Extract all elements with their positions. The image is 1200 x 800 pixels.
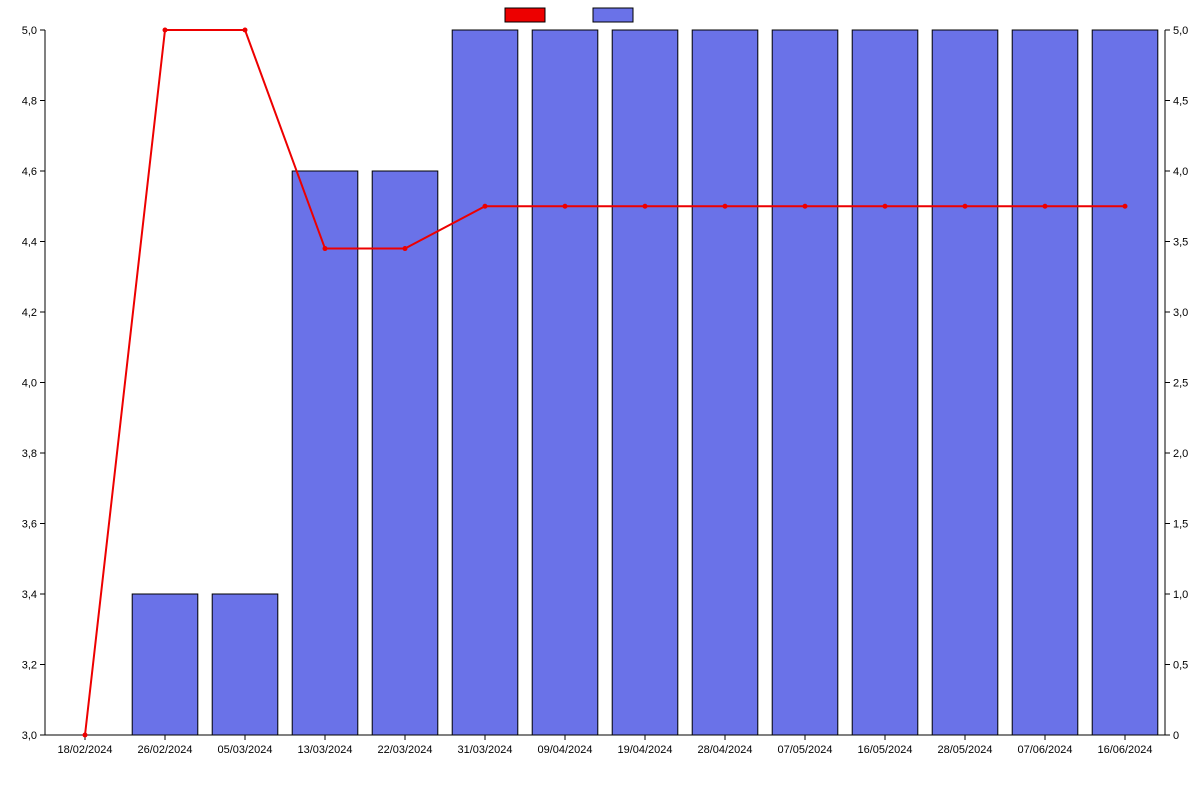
y-right-tick-label: 3,5 xyxy=(1173,237,1188,249)
x-tick-label: 31/03/2024 xyxy=(457,744,512,756)
line-marker xyxy=(723,204,728,209)
line-marker xyxy=(963,204,968,209)
y-left-tick-label: 4,6 xyxy=(22,166,37,178)
line-marker xyxy=(323,246,328,251)
x-tick-label: 09/04/2024 xyxy=(537,744,592,756)
line-marker xyxy=(1043,204,1048,209)
y-right-tick-label: 0,5 xyxy=(1173,660,1188,672)
y-left-tick-label: 5,0 xyxy=(22,25,37,37)
y-left-tick-label: 3,6 xyxy=(22,519,37,531)
x-tick-label: 16/05/2024 xyxy=(857,744,912,756)
line-marker xyxy=(563,204,568,209)
x-tick-label: 07/06/2024 xyxy=(1017,744,1072,756)
x-tick-label: 05/03/2024 xyxy=(217,744,272,756)
y-right-tick-label: 0 xyxy=(1173,730,1179,742)
line-marker xyxy=(1123,204,1128,209)
legend-swatch-bar xyxy=(593,8,633,22)
x-tick-label: 13/03/2024 xyxy=(297,744,352,756)
bar xyxy=(772,30,838,735)
legend-swatch-line xyxy=(505,8,545,22)
bar xyxy=(532,30,598,735)
y-left-tick-label: 3,4 xyxy=(22,589,37,601)
y-left-tick-label: 3,0 xyxy=(22,730,37,742)
x-tick-label: 07/05/2024 xyxy=(777,744,832,756)
line-marker xyxy=(83,733,88,738)
bar xyxy=(132,594,198,735)
bar xyxy=(612,30,678,735)
bar xyxy=(1012,30,1078,735)
x-tick-label: 28/04/2024 xyxy=(697,744,752,756)
y-right-tick-label: 1,5 xyxy=(1173,519,1188,531)
bar xyxy=(452,30,518,735)
line-marker xyxy=(403,246,408,251)
y-left-tick-label: 4,0 xyxy=(22,378,37,390)
x-tick-label: 28/05/2024 xyxy=(937,744,992,756)
line-marker xyxy=(243,28,248,33)
bar xyxy=(212,594,278,735)
bar xyxy=(692,30,758,735)
y-left-tick-label: 4,8 xyxy=(22,96,37,108)
x-tick-label: 18/02/2024 xyxy=(57,744,112,756)
y-left-tick-label: 3,8 xyxy=(22,448,37,460)
bar xyxy=(1092,30,1158,735)
y-left-tick-label: 4,2 xyxy=(22,307,37,319)
chart: 3,0 3,2 3,4 3,6 3,8 4,0 4,2 4,4 4,6 4,8 5,0 0 0,5 1,0… xyxy=(0,0,1200,800)
line-marker xyxy=(163,28,168,33)
y-right-tick-label: 4,0 xyxy=(1173,166,1188,178)
line-marker xyxy=(883,204,888,209)
x-tick-label: 16/06/2024 xyxy=(1097,744,1152,756)
bar xyxy=(372,171,438,735)
line-marker xyxy=(803,204,808,209)
y-right-tick-label: 5,0 xyxy=(1173,25,1188,37)
y-right-tick-label: 2,0 xyxy=(1173,448,1188,460)
bar xyxy=(932,30,998,735)
y-right-tick-label: 3,0 xyxy=(1173,307,1188,319)
bar xyxy=(852,30,918,735)
line-marker xyxy=(483,204,488,209)
chart-svg: 3,0 3,2 3,4 3,6 3,8 4,0 4,2 4,4 4,6 4,8 5,0 0 0,5 1,0… xyxy=(0,0,1200,800)
y-left-tick-label: 3,2 xyxy=(22,660,37,672)
line-marker xyxy=(643,204,648,209)
y-right-tick-label: 1,0 xyxy=(1173,589,1188,601)
x-tick-label: 19/04/2024 xyxy=(617,744,672,756)
y-right-tick-label: 4,5 xyxy=(1173,96,1188,108)
x-tick-label: 22/03/2024 xyxy=(377,744,432,756)
x-tick-label: 26/02/2024 xyxy=(137,744,192,756)
bar xyxy=(292,171,358,735)
y-right-tick-label: 2,5 xyxy=(1173,378,1188,390)
y-left-tick-label: 4,4 xyxy=(22,237,37,249)
